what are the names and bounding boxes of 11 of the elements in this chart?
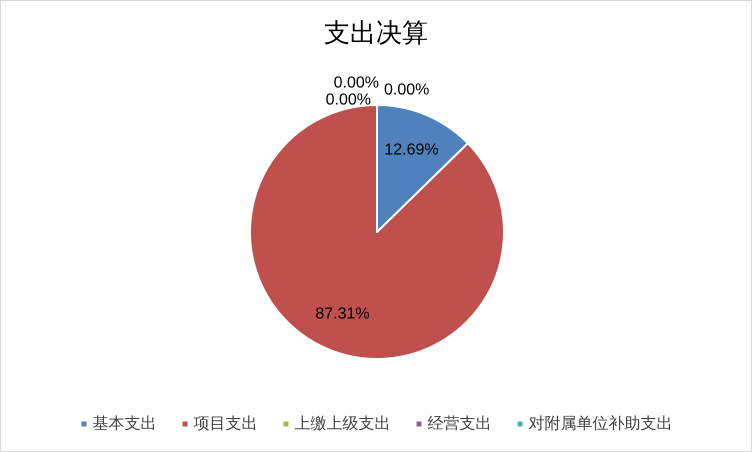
chart-title: 支出决算 [324, 18, 428, 48]
text: 0.00% [334, 74, 379, 92]
data-label: 87.31% [315, 305, 370, 322]
data-label: 12.69% [384, 142, 439, 159]
legend-label: 经营支出 [428, 414, 492, 432]
legend-label: 对附属单位补助支出 [528, 414, 672, 432]
legend-label: 上缴上级支出 [294, 414, 390, 432]
text: 0.00% [384, 82, 430, 98]
legend-label: 项目支出 [194, 414, 258, 432]
legend-label: 基本支出 [92, 414, 156, 432]
text: 0.00% [326, 92, 371, 108]
